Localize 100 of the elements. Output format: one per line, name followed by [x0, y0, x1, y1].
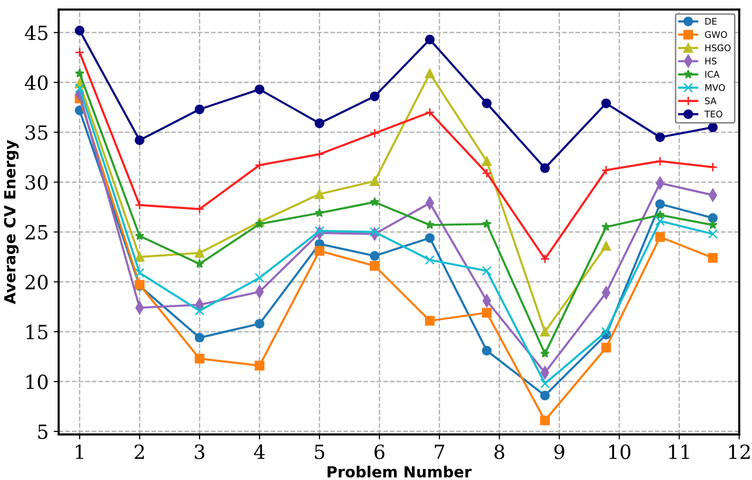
legend-label: HS [705, 58, 716, 64]
x-tick-label: 10 [609, 444, 630, 460]
point [194, 204, 204, 214]
point [194, 104, 204, 114]
point [655, 156, 665, 166]
point [134, 268, 144, 278]
point [708, 213, 718, 223]
point [708, 162, 718, 172]
point [194, 306, 204, 316]
point [540, 326, 550, 337]
legend-label: HSGO [705, 44, 731, 52]
point [540, 163, 550, 174]
point [370, 128, 380, 138]
point [482, 156, 492, 166]
point [601, 342, 611, 353]
point [540, 348, 550, 358]
point [134, 231, 144, 240]
x-tick-label: 8 [494, 444, 504, 460]
point [314, 208, 324, 218]
point [540, 416, 550, 426]
y-tick-label: 10 [26, 374, 48, 390]
point [424, 255, 435, 265]
point [254, 360, 264, 370]
point [655, 199, 665, 209]
point [134, 200, 144, 210]
y-tick-label: 25 [26, 224, 48, 240]
point [708, 253, 718, 263]
point [314, 149, 324, 160]
point [134, 252, 144, 262]
point [254, 318, 264, 329]
point [601, 326, 611, 337]
point [194, 248, 204, 258]
y-tick-label: 30 [26, 175, 48, 190]
point [424, 233, 435, 243]
point [74, 84, 85, 94]
x-tick-label: 6 [374, 444, 384, 460]
point [254, 272, 264, 283]
x-tick-label: 5 [314, 444, 324, 460]
point [655, 132, 665, 142]
point [424, 68, 435, 78]
legend-label: GWO [704, 31, 727, 38]
point [134, 135, 144, 146]
legend-label: MVO [705, 84, 725, 91]
x-tick-label: 3 [194, 444, 204, 460]
point [482, 98, 492, 108]
y-tick-label: 15 [26, 324, 48, 340]
point [540, 254, 550, 264]
point [74, 68, 84, 78]
point [482, 219, 492, 228]
point [708, 122, 718, 132]
point [655, 232, 665, 242]
point [74, 48, 85, 58]
point [254, 84, 264, 94]
point [540, 378, 550, 388]
point [655, 210, 665, 220]
point [601, 241, 611, 251]
point [370, 227, 380, 237]
point [601, 165, 611, 176]
x-tick-label: 4 [254, 444, 265, 459]
y-axis-title: Average CV Energy [4, 140, 19, 304]
point [424, 107, 435, 118]
point [254, 160, 264, 170]
point [708, 229, 718, 239]
point [601, 98, 611, 108]
x-tick-label: 9 [554, 444, 564, 460]
x-tick-label: 11 [669, 444, 689, 459]
x-tick-label: 2 [134, 444, 144, 459]
y-tick-label: 35 [26, 125, 48, 140]
point [482, 168, 492, 178]
point [424, 316, 435, 326]
legend-label: TEO [704, 110, 722, 118]
point [314, 118, 324, 128]
point [314, 226, 324, 236]
point [425, 220, 434, 230]
point [370, 251, 380, 261]
point [74, 26, 85, 36]
point [370, 176, 380, 186]
x-tick-label: 12 [729, 444, 750, 459]
point [708, 220, 718, 230]
point [540, 390, 550, 400]
point [482, 346, 492, 356]
point [482, 308, 492, 318]
x-axis-title: Problem Number [328, 466, 472, 478]
point [370, 261, 380, 271]
point [370, 91, 380, 102]
point [424, 34, 435, 44]
x-tick-label: 7 [434, 444, 444, 459]
point [194, 332, 204, 343]
legend-label: DE [705, 18, 717, 25]
y-tick-label: 5 [38, 424, 48, 440]
legend-label: SA [705, 97, 716, 104]
y-tick-label: 45 [24, 25, 48, 40]
point [482, 266, 492, 276]
point [370, 197, 380, 206]
point [314, 189, 324, 199]
x-tick-label: 1 [76, 444, 84, 459]
point [194, 259, 204, 268]
y-tick-label: 40 [24, 75, 48, 90]
legend-label: ICA [705, 70, 720, 78]
point [655, 216, 665, 226]
